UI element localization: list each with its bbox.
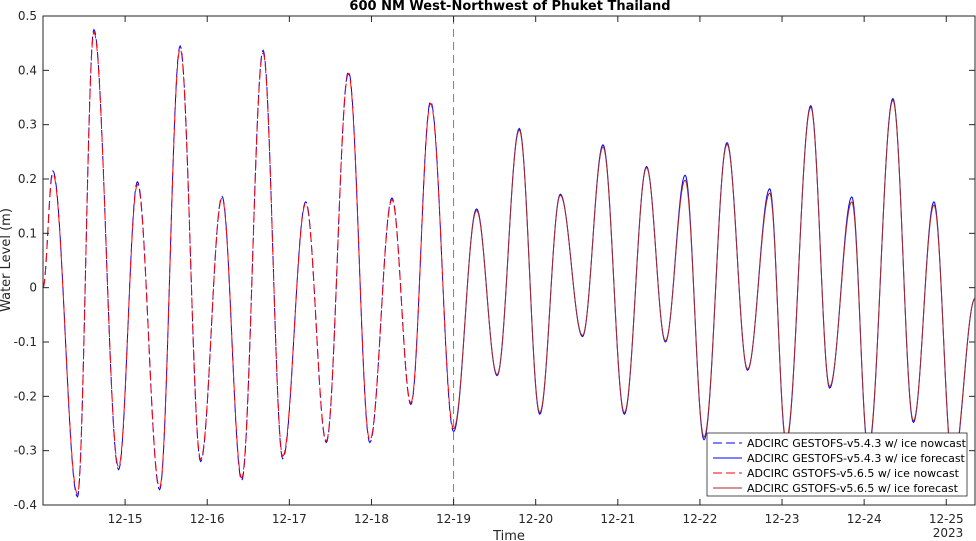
x-tick-label: 12-15	[108, 512, 143, 526]
x-axis-ticks: 12-15 12-16 12-17 12-18 12-19 12-20 12-21 12-22…	[108, 16, 964, 526]
x-tick-label: 12-16	[190, 512, 225, 526]
y-axis-title: Water Level (m)	[0, 208, 14, 312]
x-tick-label: 12-25	[929, 512, 964, 526]
x-tick-label: 12-19	[436, 512, 471, 526]
series-line-1	[42, 28, 454, 498]
x-tick-label: 12-17	[272, 512, 307, 526]
x-tick-label: 12-18	[354, 512, 389, 526]
legend-box	[706, 432, 968, 497]
legend-label: ADCIRC GSTOFS-v5.6.5 w/ ice forecast	[747, 482, 959, 495]
y-tick-label: 0.1	[18, 226, 37, 240]
y-tick-label: -0.4	[14, 498, 37, 512]
legend: ADCIRC GESTOFS-v5.4.3 w/ ice nowcast ADCI…	[706, 432, 968, 497]
legend-label: ADCIRC GESTOFS-v5.4.3 w/ ice forecast	[747, 452, 966, 465]
series-line-4	[453, 99, 976, 465]
y-tick-label: -0.2	[14, 389, 37, 403]
y-tick-label: 0.2	[18, 172, 37, 186]
y-tick-label: 0	[29, 281, 37, 295]
series-line-3	[42, 31, 454, 496]
x-year-label: 2023	[933, 526, 964, 540]
x-tick-label: 12-22	[682, 512, 717, 526]
y-tick-label: 0.4	[18, 63, 37, 77]
x-tick-label: 12-23	[765, 512, 800, 526]
legend-label: ADCIRC GESTOFS-v5.4.3 w/ ice nowcast	[747, 437, 967, 450]
y-tick-label: 0.5	[18, 9, 37, 23]
y-tick-label: 0.3	[18, 118, 37, 132]
y-axis-ticks: -0.4 -0.3 -0.2 -0.1 0 0.1 0.2 0.3 0.4 0.5	[14, 9, 975, 512]
x-tick-label: 12-24	[847, 512, 882, 526]
y-tick-label: -0.1	[14, 335, 37, 349]
series-layer	[42, 28, 976, 498]
plot-area	[43, 16, 975, 505]
plot-frame	[42, 15, 976, 506]
legend-label: ADCIRC GSTOFS-v5.6.5 w/ ice nowcast	[747, 467, 960, 480]
y-tick-label: -0.3	[14, 444, 37, 458]
x-tick-label: 12-21	[600, 512, 635, 526]
chart-title: 600 NM West-Northwest of Phuket Thailand	[349, 0, 670, 14]
x-tick-label: 12-20	[518, 512, 553, 526]
x-axis-title: Time	[492, 529, 525, 541]
